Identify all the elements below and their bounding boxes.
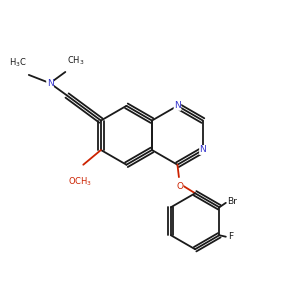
Text: H$_3$C: H$_3$C — [9, 56, 26, 69]
Text: N: N — [46, 79, 53, 88]
Text: N: N — [174, 101, 181, 110]
Text: CH$_3$: CH$_3$ — [67, 54, 84, 67]
Text: OCH$_3$: OCH$_3$ — [68, 176, 92, 188]
Text: O: O — [176, 182, 183, 190]
Text: F: F — [228, 232, 233, 241]
Text: N: N — [200, 146, 206, 154]
Text: Br: Br — [228, 197, 238, 206]
